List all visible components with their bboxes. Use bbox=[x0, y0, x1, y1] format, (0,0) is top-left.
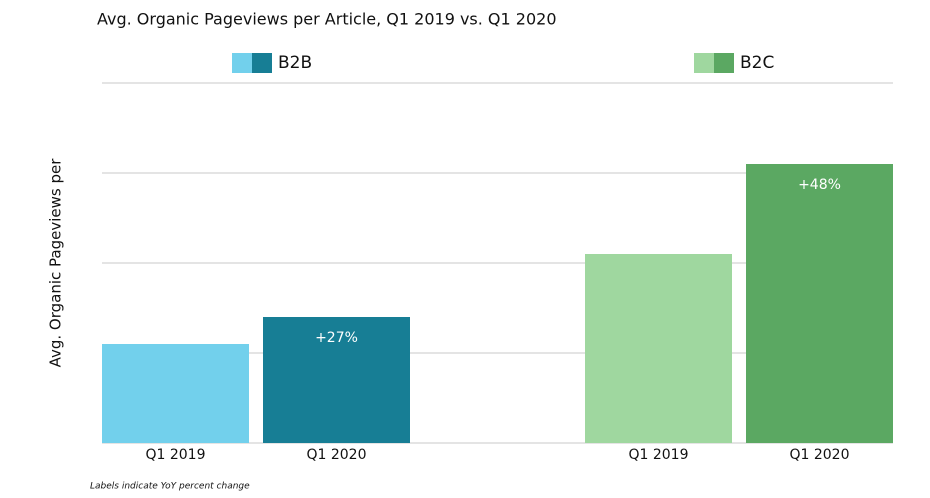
bar bbox=[263, 317, 410, 443]
legend-swatch bbox=[694, 53, 714, 73]
change-label: +48% bbox=[798, 177, 841, 193]
bar bbox=[746, 164, 893, 443]
bar bbox=[102, 344, 249, 443]
y-axis-label: Avg. Organic Pageviews per bbox=[47, 158, 65, 368]
legend-label: B2B bbox=[278, 53, 312, 73]
legend-label: B2C bbox=[740, 53, 774, 73]
bar bbox=[585, 254, 732, 443]
x-tick-label: Q1 2020 bbox=[306, 447, 366, 463]
chart-title: Avg. Organic Pageviews per Article, Q1 2… bbox=[97, 10, 557, 29]
x-tick-label: Q1 2019 bbox=[145, 447, 205, 463]
legend-swatch bbox=[714, 53, 734, 73]
legend-swatch bbox=[232, 53, 252, 73]
x-tick-label: Q1 2020 bbox=[789, 447, 849, 463]
legend-swatch bbox=[252, 53, 272, 73]
x-tick-label: Q1 2019 bbox=[628, 447, 688, 463]
footnote: Labels indicate YoY percent change bbox=[90, 482, 250, 492]
change-label: +27% bbox=[315, 330, 358, 346]
